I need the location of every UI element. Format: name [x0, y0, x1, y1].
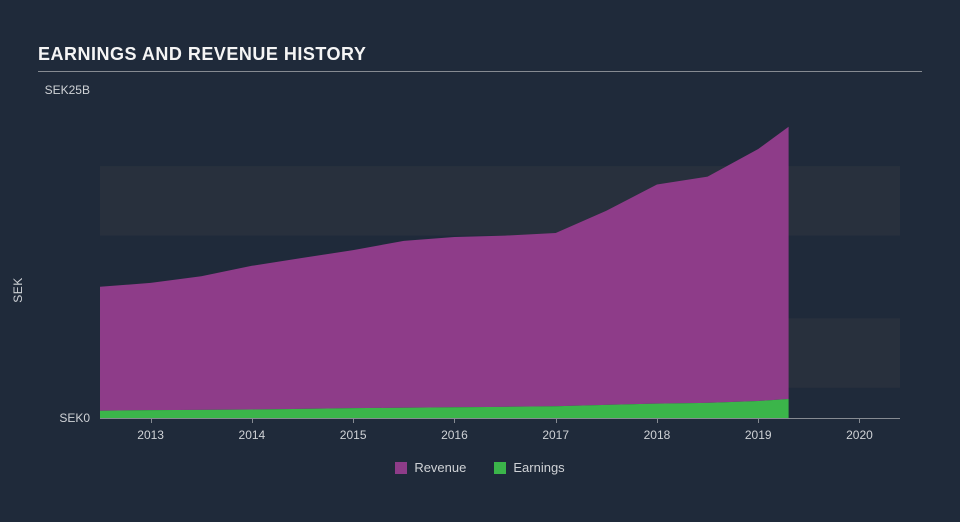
x-tick-label: 2014 — [239, 428, 266, 442]
chart-svg — [100, 90, 900, 418]
x-tick-label: 2015 — [340, 428, 367, 442]
legend-label: Revenue — [414, 460, 466, 475]
x-tick-label: 2013 — [137, 428, 164, 442]
legend-swatch — [395, 462, 407, 474]
x-tick-mark — [657, 418, 658, 423]
x-tick-label: 2017 — [542, 428, 569, 442]
legend-swatch — [494, 462, 506, 474]
legend-item: Earnings — [494, 460, 564, 475]
x-tick-mark — [151, 418, 152, 423]
x-axis-line — [100, 418, 900, 419]
legend: Revenue Earnings — [38, 460, 922, 475]
x-tick-mark — [859, 418, 860, 423]
plot-area: SEK SEK0SEK25B 2013201420152016201720182… — [38, 90, 922, 490]
x-tick-label: 2019 — [745, 428, 772, 442]
y-axis-label: SEK — [11, 277, 25, 303]
x-tick-label: 2018 — [644, 428, 671, 442]
y-tick-label: SEK25B — [45, 83, 90, 97]
x-tick-label: 2016 — [441, 428, 468, 442]
y-tick-label: SEK0 — [59, 411, 90, 425]
x-tick-label: 2020 — [846, 428, 873, 442]
legend-label: Earnings — [513, 460, 564, 475]
x-tick-mark — [353, 418, 354, 423]
legend-item: Revenue — [395, 460, 466, 475]
chart-title: EARNINGS AND REVENUE HISTORY — [38, 44, 922, 72]
x-tick-mark — [758, 418, 759, 423]
x-tick-mark — [252, 418, 253, 423]
x-tick-mark — [556, 418, 557, 423]
x-tick-mark — [454, 418, 455, 423]
